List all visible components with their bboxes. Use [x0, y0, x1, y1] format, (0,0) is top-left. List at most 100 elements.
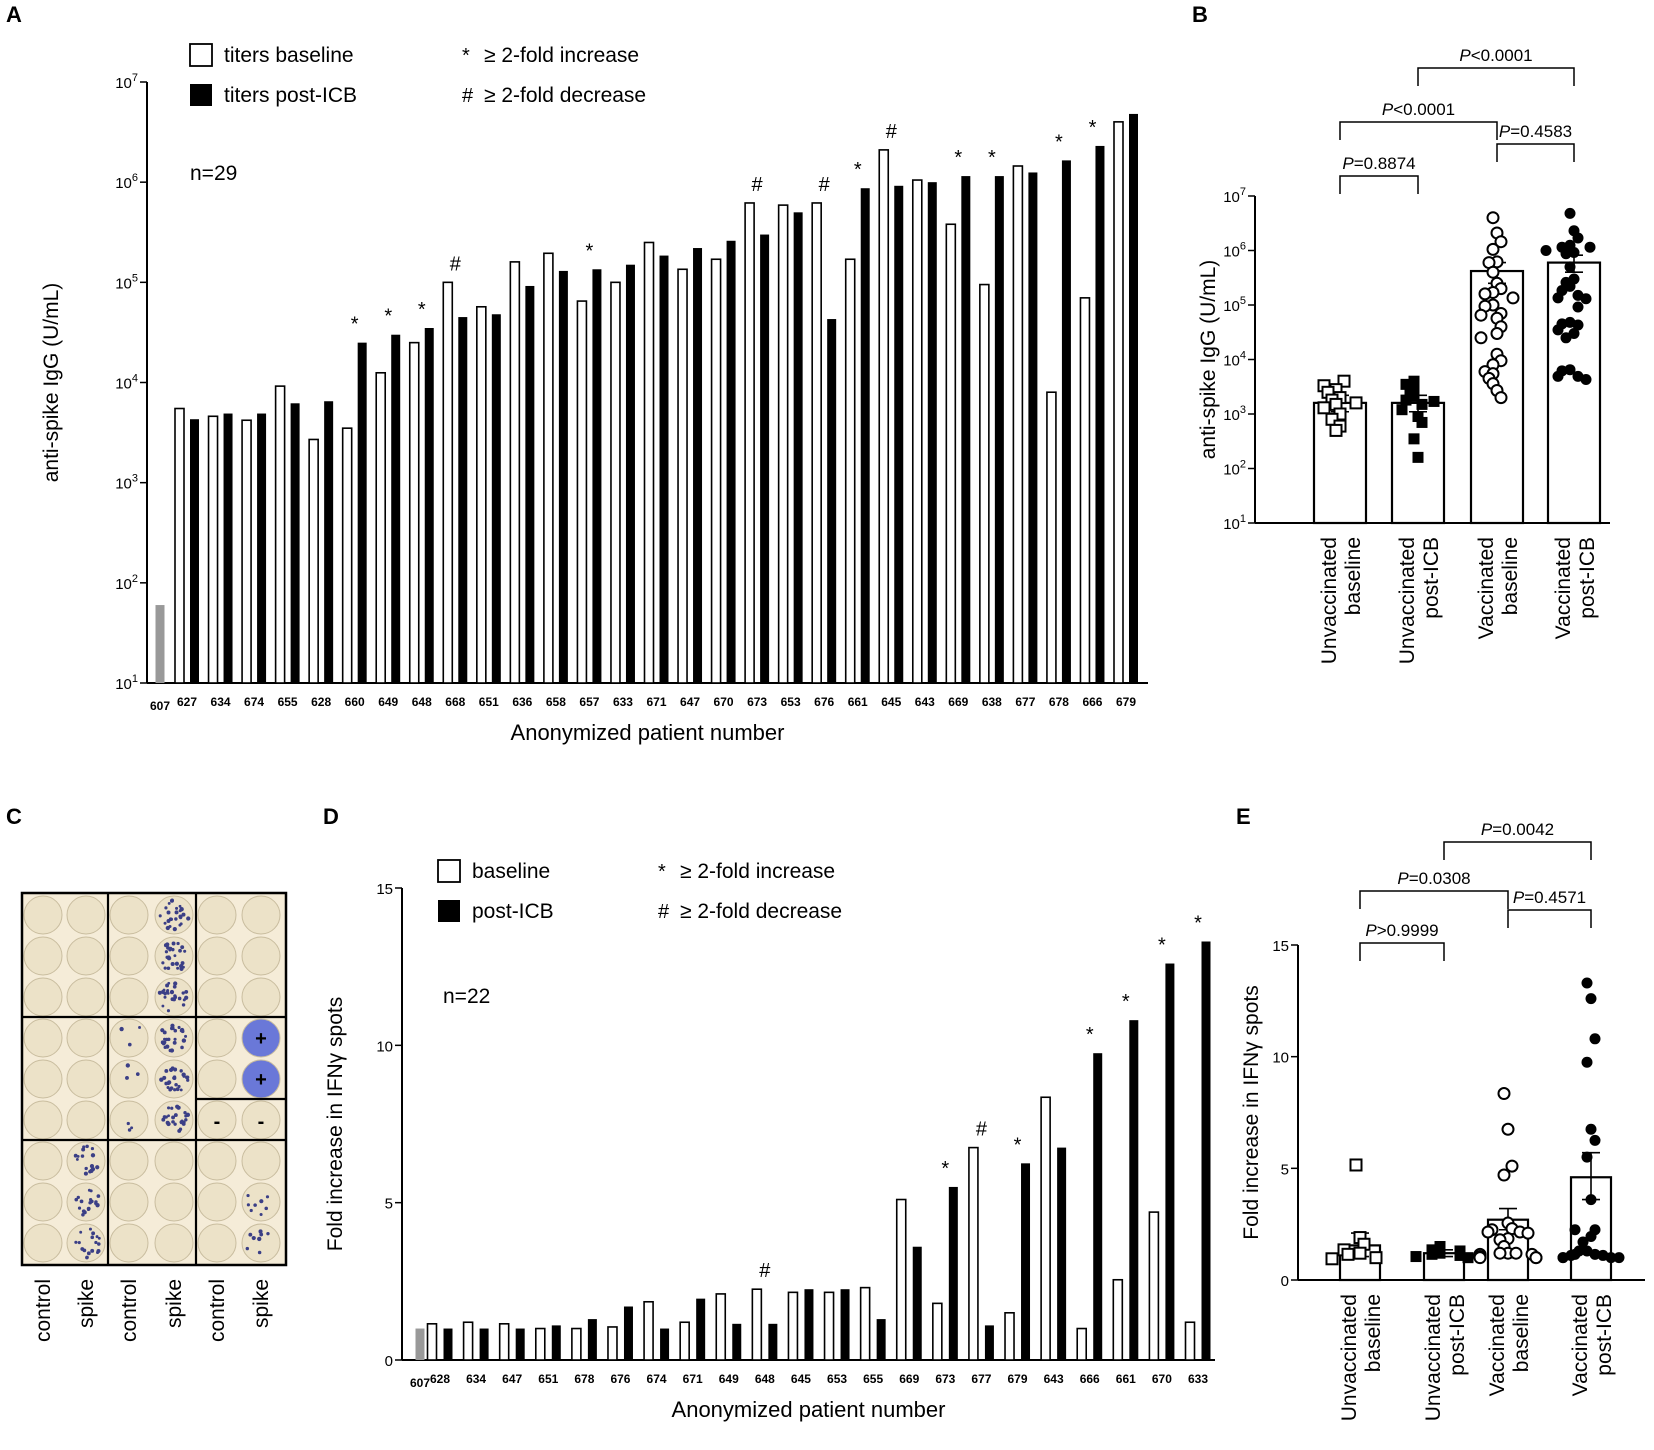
x-tick-label: 634 — [466, 1372, 486, 1386]
well — [23, 1059, 63, 1099]
well — [109, 977, 149, 1017]
legend-label-baseline: baseline — [472, 860, 550, 883]
data-point — [1369, 1251, 1383, 1265]
positive-mark: + — [255, 1069, 267, 1091]
category-label: Unvaccinatedpost-ICB — [1422, 1294, 1469, 1421]
data-point — [1584, 241, 1596, 253]
bar-post-icb — [223, 413, 233, 683]
spot — [168, 948, 172, 952]
well — [154, 1223, 194, 1263]
bar-baseline — [1046, 391, 1057, 684]
spot — [83, 1171, 88, 1176]
y-tick-label: 105 — [1223, 295, 1246, 315]
annotation-mark: * — [1122, 991, 1130, 1013]
x-tick-label: 647 — [680, 695, 700, 709]
spot — [135, 1072, 140, 1076]
control-bar — [415, 1328, 425, 1360]
data-point — [1428, 395, 1440, 407]
spot — [249, 1208, 253, 1213]
category-label: Vaccinatedpost-ICB — [1552, 537, 1599, 639]
data-point — [1325, 1252, 1339, 1266]
well — [66, 936, 106, 976]
x-tick-label: 627 — [177, 695, 197, 709]
chart-e: 0 5 10 15 Fold increase in IFNγ spots Unvacci… — [1240, 820, 1645, 1421]
p-value: P=0.4583 — [1499, 122, 1572, 141]
well — [197, 936, 237, 976]
bar-post-icb — [1028, 172, 1038, 683]
data-point — [1521, 1226, 1535, 1240]
spot — [170, 898, 174, 902]
bar-post-icb — [948, 1186, 958, 1360]
spot — [178, 1127, 183, 1131]
annotation-mark: # — [886, 121, 898, 143]
x-tick-label: 677 — [1015, 695, 1035, 709]
x-tick-label: 658 — [546, 695, 566, 709]
plate-column-label: spike — [163, 1279, 186, 1328]
y-tick-label: 15 — [376, 881, 393, 898]
bar-baseline — [979, 283, 990, 684]
x-tick-label: 633 — [613, 695, 633, 709]
data-point — [1572, 319, 1584, 331]
spot — [158, 914, 162, 918]
y-tick-label: 106 — [115, 172, 138, 192]
spot — [164, 1069, 169, 1073]
spot — [157, 990, 162, 995]
spot — [91, 1231, 96, 1236]
data-point — [1557, 1252, 1569, 1264]
panel-label-d: D — [323, 804, 339, 829]
bar-post-icb — [625, 264, 635, 683]
bar-post-icb — [1093, 1053, 1103, 1360]
bar-baseline — [408, 341, 420, 684]
spot — [186, 916, 191, 921]
legend-star: * — [462, 45, 470, 67]
significance-bracket — [1496, 143, 1575, 162]
well — [197, 1141, 237, 1181]
spot — [166, 1009, 171, 1013]
well — [66, 1182, 106, 1222]
data-point — [1494, 235, 1508, 249]
x-tick-label: 679 — [1116, 695, 1136, 709]
spot — [266, 1231, 270, 1236]
spot — [96, 1250, 100, 1255]
x-tick-label: 633 — [1188, 1372, 1208, 1386]
spot — [161, 1004, 165, 1008]
well — [66, 1018, 106, 1058]
bar-baseline — [787, 1291, 799, 1361]
bar-baseline — [1004, 1312, 1015, 1361]
well — [241, 895, 281, 935]
spot — [166, 1085, 170, 1090]
x-tick-label: 661 — [848, 695, 868, 709]
bar-baseline — [643, 241, 655, 684]
data-point — [1581, 1056, 1593, 1068]
spot — [264, 1206, 268, 1211]
bar-post-icb — [290, 403, 300, 683]
x-tick-label: 648 — [755, 1372, 775, 1386]
spot — [170, 1106, 174, 1110]
y-tick-label: 107 — [115, 72, 138, 92]
bar-post-icb — [190, 419, 199, 683]
bar-post-icb — [424, 328, 434, 683]
legend-label-baseline: titers baseline — [224, 44, 354, 67]
y-tick-label: 102 — [1223, 459, 1246, 479]
data-point — [1481, 1225, 1495, 1239]
data-point — [1497, 1087, 1511, 1101]
bar-baseline — [308, 438, 319, 684]
spot — [178, 914, 183, 919]
bar-baseline — [859, 1286, 871, 1361]
bar-post-icb — [587, 1319, 597, 1360]
data-point — [1337, 374, 1351, 388]
x-tick-label: 669 — [948, 695, 968, 709]
x-tick-label: 649 — [378, 695, 398, 709]
y-axis-label: Fold increase in IFNγ spots — [324, 997, 347, 1251]
y-tick-label: 107 — [1223, 186, 1246, 206]
well — [197, 1018, 237, 1058]
bar-baseline — [375, 371, 387, 684]
bar-baseline — [677, 268, 688, 684]
well — [66, 1100, 106, 1140]
bar-post-icb — [1021, 1163, 1031, 1360]
bar-baseline — [509, 261, 521, 684]
data-point — [1486, 211, 1500, 225]
data-point — [1505, 1159, 1519, 1173]
spot — [96, 1194, 101, 1198]
spot — [167, 1106, 171, 1110]
